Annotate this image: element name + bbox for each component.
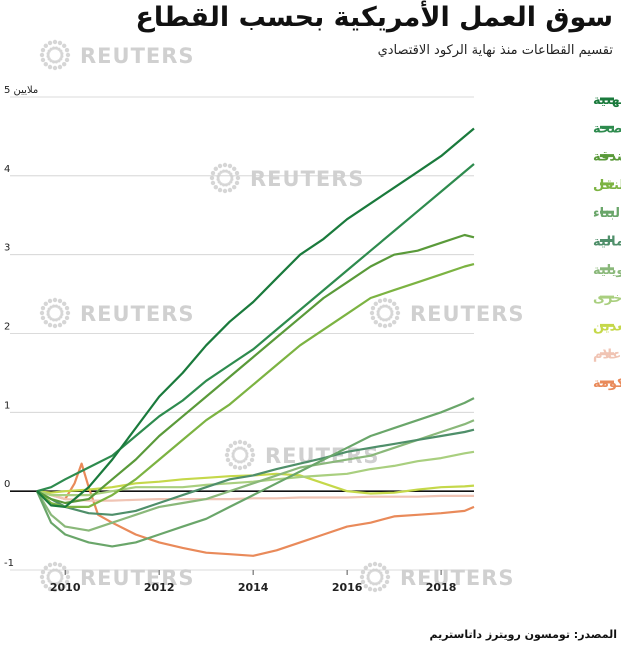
source-note: المصدر: تومسون رويترز داتاستريم — [429, 628, 617, 641]
legend-entry: المالية — [593, 235, 621, 250]
y-axis-ticks: 5 ملايين 4 3 2 1 0 -1 — [4, 85, 38, 569]
y-tick-label: 2 — [4, 322, 10, 333]
x-tick-label: 2014 — [238, 581, 269, 594]
legend: الخدمات المهنية التعليم/الصحة الفندقة لنقل ا… — [593, 93, 621, 391]
y-tick-label: 4 — [4, 164, 10, 175]
x-tick-label: 2018 — [426, 581, 457, 594]
legend-entry: التعليم/الصحة — [593, 121, 621, 136]
legend-entry: أخرى — [593, 289, 621, 306]
series-line — [36, 490, 474, 502]
reuters-watermark: REUTERS — [224, 439, 379, 471]
legend-entry: الحكومة — [593, 376, 621, 391]
legend-entry: لنقل — [593, 178, 621, 193]
series-line — [35, 397, 475, 548]
svg-text:REUTERS: REUTERS — [410, 302, 525, 326]
y-tick-label: 1 — [4, 400, 10, 411]
x-tick-label: 2010 — [50, 581, 81, 594]
reuters-watermark: REUTERS — [39, 297, 195, 329]
x-tick-label: 2012 — [144, 581, 175, 594]
grid-lines — [10, 96, 474, 571]
svg-text:REUTERS: REUTERS — [250, 167, 365, 191]
series-lines — [35, 127, 475, 557]
chart-subtitle: تقسيم القطاعات منذ نهاية الركود الاقتصاد… — [377, 43, 613, 58]
series-line — [36, 419, 475, 532]
y-tick-label: 0 — [4, 479, 10, 490]
y-tick-label: 5 ملايين — [4, 85, 38, 96]
y-tick-label: 3 — [4, 243, 10, 254]
series-line — [36, 127, 475, 508]
series-line — [36, 263, 475, 508]
series-line — [36, 462, 475, 557]
legend-entry: الفندقة — [593, 150, 621, 165]
legend-entry: التعدين — [593, 319, 621, 334]
series-line — [36, 233, 475, 505]
x-tick-label: 2016 — [332, 581, 363, 594]
x-axis-ticks: 2010 2012 2014 2016 2018 — [50, 570, 457, 594]
reuters-watermark: REUTERS — [369, 297, 525, 329]
legend-entry: الصناعات التحويلية — [593, 263, 621, 278]
series-line — [36, 428, 475, 516]
legend-entry: البناء — [593, 206, 621, 221]
series-line — [36, 163, 475, 493]
reuters-watermark: REUTERS — [39, 39, 195, 71]
legend-entry: الإعلام — [593, 348, 621, 363]
y-tick-label: -1 — [4, 558, 14, 569]
legend-entry: الخدمات المهنية — [593, 93, 621, 108]
svg-text:REUTERS: REUTERS — [80, 302, 195, 326]
svg-text:REUTERS: REUTERS — [80, 44, 195, 68]
reuters-watermark: REUTERS — [209, 162, 365, 194]
chart-title: سوق العمل الأمريكية بحسب القطاع — [135, 2, 613, 33]
